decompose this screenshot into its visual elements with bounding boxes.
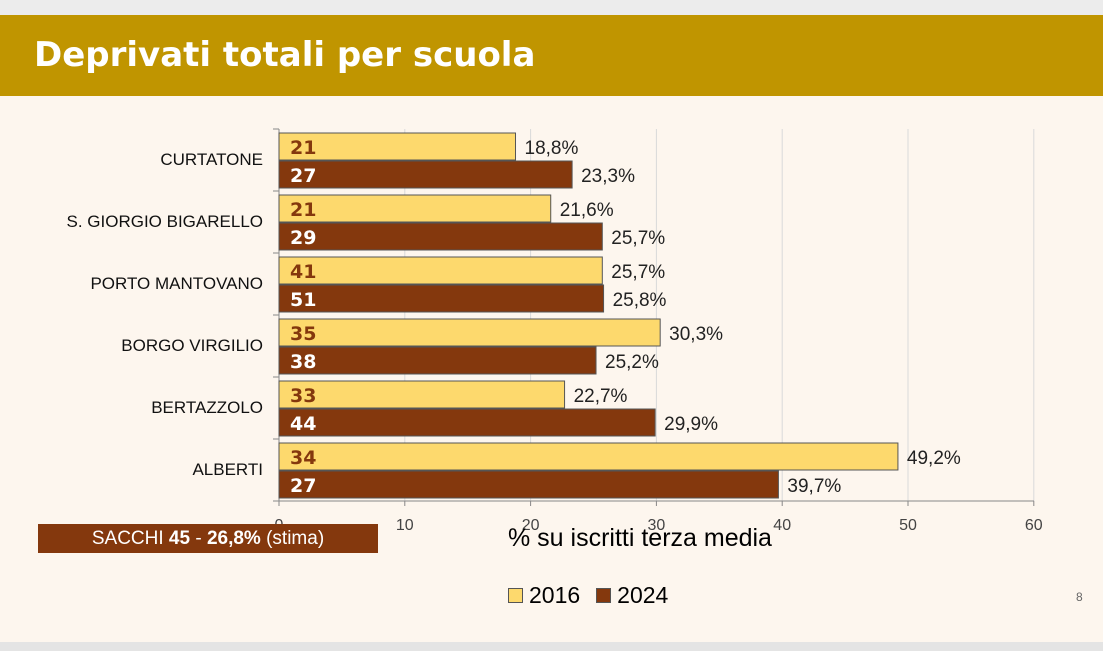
bar-2016 xyxy=(278,194,552,223)
bottom-band xyxy=(0,642,1103,651)
bar-2024 xyxy=(278,346,597,375)
legend-label-2024: 2024 xyxy=(617,581,669,608)
legend-label-2016: 2016 xyxy=(529,581,581,608)
legend-item-2016: 2016 xyxy=(508,582,580,609)
bar-count-2024: 38 xyxy=(290,351,316,373)
bar-2024 xyxy=(278,408,656,437)
bar-count-2016: 21 xyxy=(290,199,316,221)
x-tick-label: 20 xyxy=(522,517,540,534)
category-label: ALBERTI xyxy=(192,460,263,479)
bar-count-2016: 34 xyxy=(290,447,316,469)
bar-2024 xyxy=(278,470,779,499)
bar-2016 xyxy=(278,256,603,285)
sacchi-prefix: SACCHI xyxy=(91,528,169,549)
data-label-2016: 21,6% xyxy=(560,200,614,221)
data-label-2024: 23,3% xyxy=(581,166,635,187)
bar-2016 xyxy=(278,442,899,471)
category-label: PORTO MANTOVANO xyxy=(90,274,263,293)
data-label-2016: 18,8% xyxy=(525,138,579,159)
data-label-2024: 25,7% xyxy=(611,228,665,249)
bar-count-2024: 29 xyxy=(290,227,316,249)
data-label-2016: 25,7% xyxy=(611,262,665,283)
bar-count-2016: 21 xyxy=(290,137,316,159)
category-label: BORGO VIRGILIO xyxy=(121,336,263,355)
page-number: 8 xyxy=(1076,590,1083,604)
data-label-2024: 25,2% xyxy=(605,352,659,373)
x-tick-label: 40 xyxy=(773,517,791,534)
sacchi-count: 45 xyxy=(168,528,191,549)
sacchi-pct: 26,8% xyxy=(206,528,261,549)
title-bar: Deprivati totali per scuola xyxy=(0,15,1103,96)
data-label-2024: 25,8% xyxy=(613,290,667,311)
x-tick-label: 60 xyxy=(1025,517,1043,534)
bar-count-2024: 44 xyxy=(290,413,316,435)
sacchi-suffix: (stima) xyxy=(260,528,325,549)
bar-count-2016: 35 xyxy=(290,323,316,345)
x-axis-title: % su iscritti terza media xyxy=(508,524,772,552)
x-tick-label: 30 xyxy=(648,517,666,534)
sacchi-separator: - xyxy=(190,528,207,549)
data-label-2024: 39,7% xyxy=(787,476,841,497)
x-tick-label: 10 xyxy=(396,517,414,534)
legend-item-2024: 2024 xyxy=(596,582,668,609)
bar-count-2024: 27 xyxy=(290,475,316,497)
bar-2024 xyxy=(278,160,573,189)
x-tick-label: 50 xyxy=(899,517,917,534)
page-title: Deprivati totali per scuola xyxy=(34,35,536,75)
bar-2016 xyxy=(278,132,517,161)
bar-count-2016: 41 xyxy=(290,261,316,283)
bar-2024 xyxy=(278,222,603,251)
sacchi-note: SACCHI 45 - 26,8% (stima) xyxy=(38,524,378,553)
category-label: BERTAZZOLO xyxy=(151,398,263,417)
data-label-2016: 49,2% xyxy=(907,448,961,469)
category-label: S. GIORGIO BIGARELLO xyxy=(67,212,264,231)
bar-2016 xyxy=(278,380,566,409)
bar-2024 xyxy=(278,284,605,313)
bar-count-2024: 51 xyxy=(290,289,316,311)
bar-count-2024: 27 xyxy=(290,165,316,187)
data-label-2024: 29,9% xyxy=(664,414,718,435)
legend-swatch-2024 xyxy=(596,587,612,603)
bar-2016 xyxy=(278,318,661,347)
legend-swatch-2016 xyxy=(508,587,523,603)
bar-count-2016: 33 xyxy=(290,385,316,407)
data-label-2016: 30,3% xyxy=(669,324,723,345)
data-label-2016: 22,7% xyxy=(574,386,628,407)
category-label: CURTATONE xyxy=(160,150,263,169)
legend: 2016 2024 xyxy=(508,580,684,610)
